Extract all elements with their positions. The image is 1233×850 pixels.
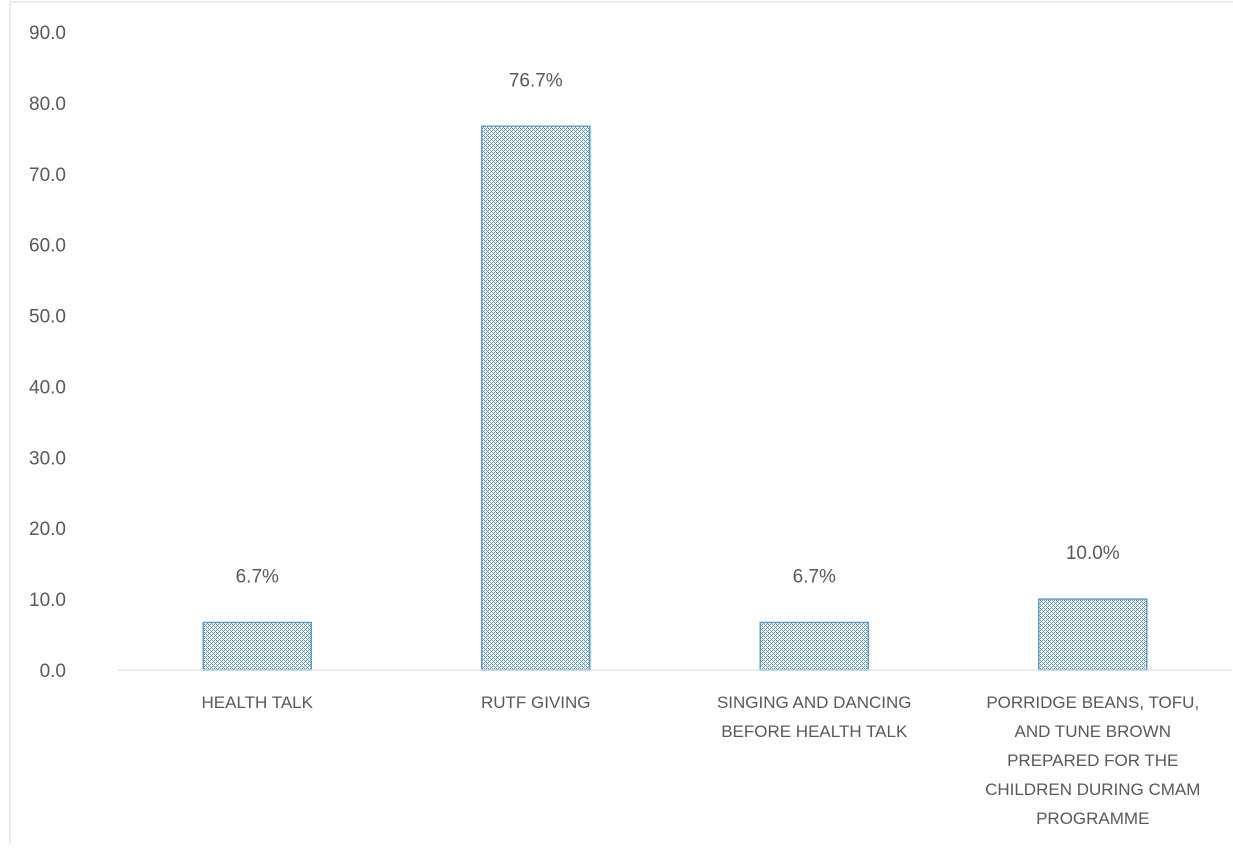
y-tick-label: 60.0 [29,236,66,257]
x-category-label-line: BEFORE HEALTH TALK [721,722,908,741]
y-tick-label: 40.0 [29,377,66,398]
x-category-label-line: RUTF GIVING [481,693,591,712]
data-label: 6.7% [793,567,836,588]
y-tick-label: 10.0 [29,590,66,611]
bar [759,621,869,671]
bar [481,125,591,671]
y-tick-label: 50.0 [29,307,66,328]
data-label: 76.7% [509,70,563,91]
y-tick-label: 30.0 [29,448,66,469]
x-category-label-line: CHILDREN DURING CMAM [985,780,1200,799]
data-label: 10.0% [1066,543,1120,564]
x-category-label-line: PORRIDGE BEANS, TOFU, [986,693,1199,712]
data-labels-group: 6.7% 76.7% 6.7% 10.0% [236,70,1120,587]
x-category-label: PORRIDGE BEANS, TOFU, AND TUNE BROWN PREPA… [985,693,1200,828]
data-label: 6.7% [236,567,279,588]
y-tick-label: 70.0 [29,165,66,186]
y-tick-label: 20.0 [29,519,66,540]
y-tick-label: 80.0 [29,94,66,115]
x-axis: HEALTH TALK RUTF GIVING SINGING AND DANCIN… [118,669,1232,828]
x-category-label: RUTF GIVING [481,693,591,712]
bars-group [202,125,1148,671]
x-category-label-line: PREPARED FOR THE [1007,751,1178,770]
x-category-label-line: SINGING AND DANCING [717,693,912,712]
x-category-label-line: HEALTH TALK [202,693,314,712]
x-category-label: SINGING AND DANCING BEFORE HEALTH TALK [717,693,912,741]
y-tick-label: 0.0 [40,661,66,682]
x-category-label: HEALTH TALK [202,693,314,712]
y-axis: 0.0 10.0 20.0 30.0 40.0 50.0 60.0 70.0 80.0 90.0 [29,23,66,682]
bar [202,621,312,671]
x-category-label-line: AND TUNE BROWN [1015,722,1171,741]
x-category-label-line: PROGRAMME [1036,809,1149,828]
y-tick-label: 90.0 [29,23,66,44]
bar [1038,598,1148,671]
